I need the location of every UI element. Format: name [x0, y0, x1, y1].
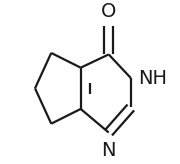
Text: O: O — [101, 1, 116, 20]
Text: NH: NH — [138, 69, 167, 88]
Text: N: N — [102, 141, 116, 160]
